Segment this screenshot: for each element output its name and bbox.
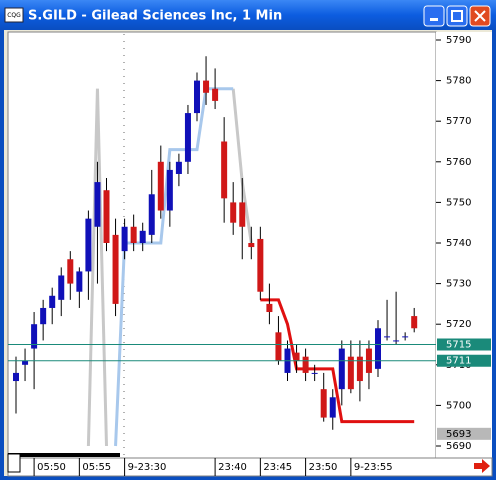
maximize-button[interactable]	[446, 5, 468, 27]
window-title: S.GILD - Gilead Sciences Inc, 1 Min	[28, 9, 282, 24]
candle-body	[184, 113, 191, 162]
scroll-box[interactable]	[7, 453, 21, 473]
candle-body	[402, 336, 409, 338]
candle-body	[166, 169, 173, 211]
candle-body	[230, 202, 237, 223]
scroll-right-arrow[interactable]	[474, 459, 490, 473]
candle-body	[257, 238, 264, 292]
y-tick-label: 5760	[446, 157, 471, 168]
candle-body	[311, 372, 318, 374]
y-tick-label: 5750	[446, 197, 471, 208]
indicator-line	[86, 88, 108, 447]
close-icon	[474, 10, 486, 22]
app-icon-text: CQG	[7, 12, 21, 19]
price-marker	[437, 427, 491, 440]
price-marker	[437, 338, 491, 351]
candle-body	[121, 226, 128, 252]
y-tick-label: 5770	[446, 116, 471, 127]
y-tick-label: 5690	[446, 441, 471, 452]
candle-body	[40, 307, 47, 325]
candle-body	[239, 202, 246, 227]
app-icon	[4, 7, 24, 23]
candle-body	[356, 356, 363, 382]
plot-area	[7, 31, 437, 459]
y-axis-area	[436, 32, 492, 458]
candle-body	[139, 230, 146, 243]
candle-body	[94, 182, 101, 227]
price-marker-label: 5693	[446, 429, 471, 440]
candle-body	[76, 271, 83, 292]
candle-body	[85, 218, 92, 272]
candle-body	[67, 259, 74, 284]
candle-body	[203, 80, 210, 93]
candle-body	[58, 275, 65, 300]
indicator-line	[260, 298, 415, 424]
minimize-icon	[430, 18, 438, 21]
candle-body	[347, 356, 354, 390]
candle-body	[275, 332, 282, 361]
price-marker-label: 5715	[446, 340, 471, 351]
candle-body	[175, 161, 182, 174]
x-tick-label: 9-23:30	[128, 462, 167, 473]
x-tick-label: 9-23:55	[354, 462, 393, 473]
candle-body	[375, 328, 381, 369]
y-tick-label: 5790	[446, 35, 471, 46]
candle-body	[393, 340, 400, 342]
candle-body	[112, 234, 119, 304]
candle-body	[13, 372, 19, 382]
candle-body	[248, 243, 255, 248]
candle-body	[130, 226, 137, 243]
candle-body	[31, 324, 38, 349]
candle-body	[411, 316, 418, 329]
price-marker	[437, 354, 491, 367]
y-tick-label: 5720	[446, 319, 471, 330]
y-tick-label: 5740	[446, 238, 471, 249]
x-tick-label: 05:50	[37, 462, 66, 473]
candle-body	[194, 80, 200, 114]
x-tick-label: 23:40	[218, 462, 247, 473]
title-bar	[0, 0, 496, 30]
candle-body	[293, 352, 300, 361]
price-marker-label: 5711	[446, 356, 471, 367]
candle-body	[384, 336, 391, 338]
candle-body	[212, 88, 219, 101]
candle-body	[103, 190, 110, 243]
scroll-bar[interactable]	[8, 453, 120, 457]
candle-body	[320, 389, 327, 418]
x-tick-label: 23:45	[263, 462, 292, 473]
candle-body	[338, 348, 345, 390]
candle-body	[221, 141, 228, 199]
candle-body	[157, 161, 164, 211]
candle-body	[22, 360, 29, 365]
candle-body	[329, 397, 336, 418]
y-tick-label: 5780	[446, 76, 471, 87]
candle-body	[266, 303, 273, 313]
minimize-button[interactable]	[423, 5, 445, 27]
x-axis-area	[7, 457, 493, 477]
maximize-icon	[451, 10, 463, 22]
candle-body	[148, 194, 155, 235]
x-tick-label: 23:50	[309, 462, 338, 473]
y-tick-label: 5700	[446, 400, 471, 411]
y-tick-label: 5730	[446, 279, 471, 290]
candle-body	[49, 295, 56, 308]
candle-body	[302, 356, 309, 373]
x-tick-label: 05:55	[82, 462, 111, 473]
